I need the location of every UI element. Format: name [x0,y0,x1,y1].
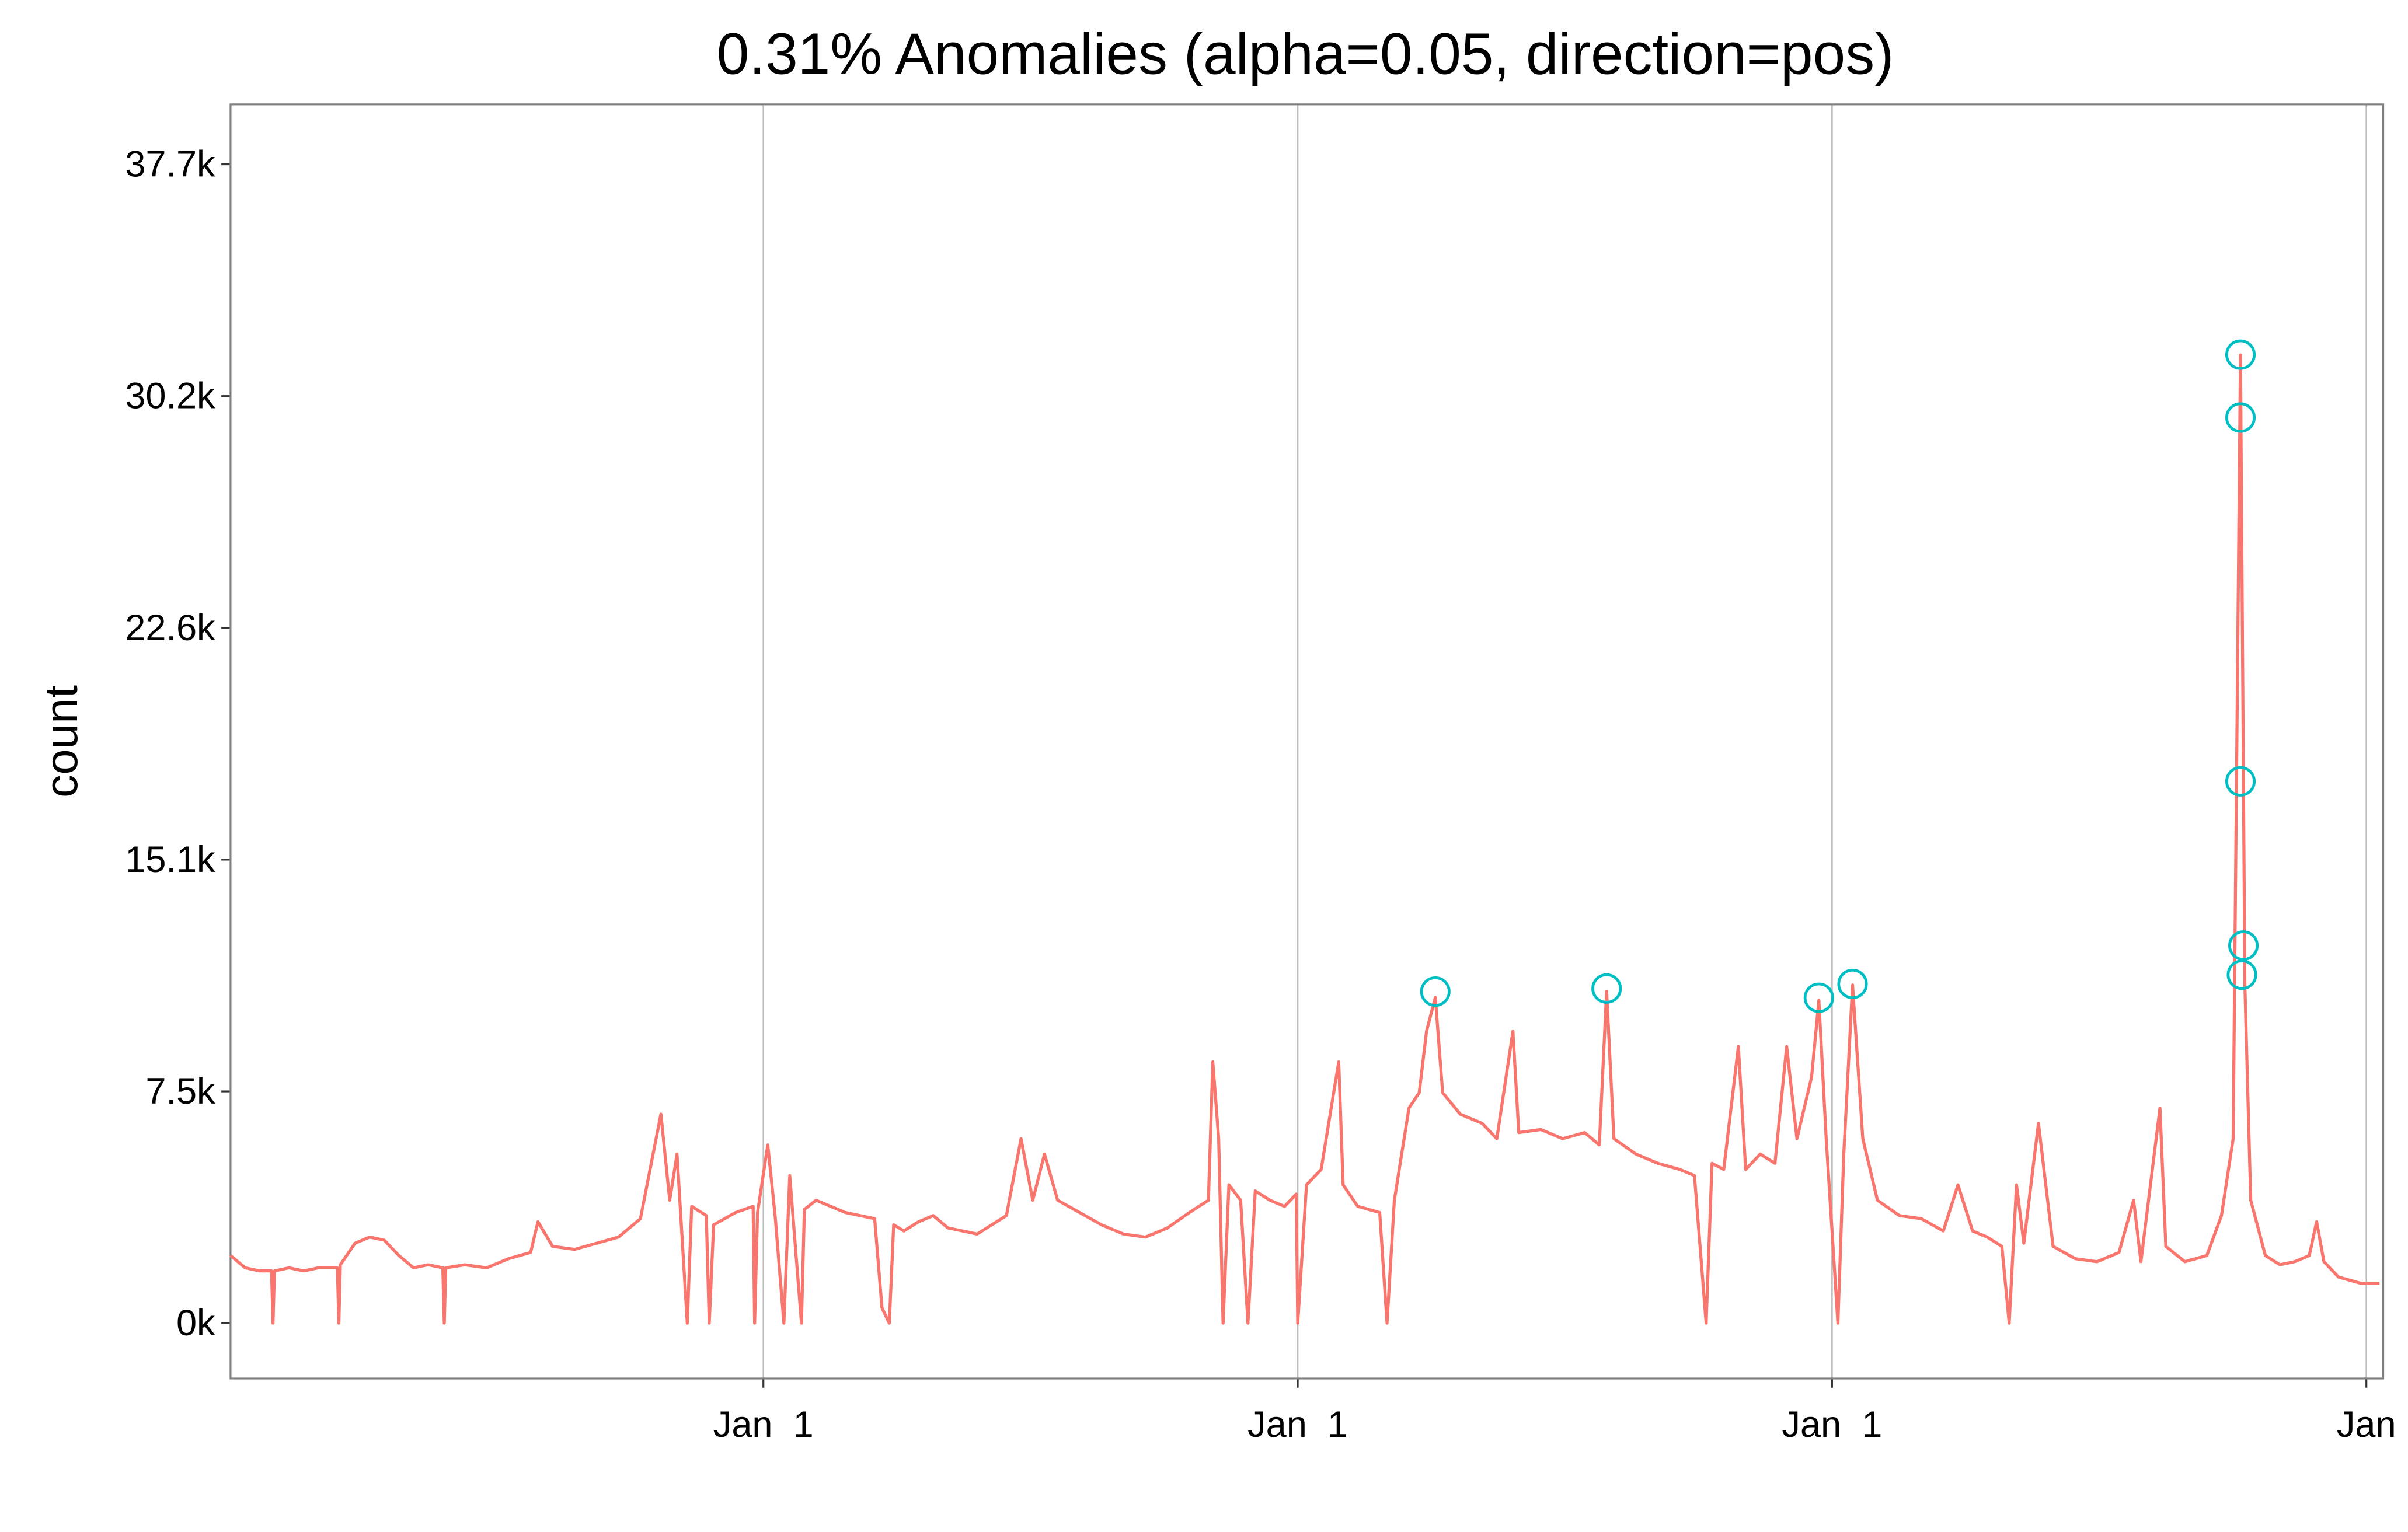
y-tick-label: 22.6k [125,608,215,648]
x-tick-label: Jan 1 [1247,1404,1348,1445]
anomaly-point [1591,973,1622,1004]
x-tick-label: Jan 1 [1782,1404,1882,1445]
chart-title: 0.31% Anomalies (alpha=0.05, direction=p… [717,22,1894,86]
y-tick-label: 15.1k [125,839,215,880]
x-tick-label: Jan 1 [713,1404,814,1445]
y-axis-label: count [36,685,87,798]
anomaly-point [2225,766,2256,797]
anomaly-point [1803,982,1834,1013]
x-tick-label: Jan [2337,1404,2396,1445]
anomaly-point [2225,402,2256,433]
anomaly-point [1837,968,1868,1000]
anomaly-point [2226,959,2257,990]
y-tick-label: 0k [176,1303,215,1343]
y-tick-label: 7.5k [145,1071,215,1112]
data-line [229,353,2380,1325]
anomaly-point [2225,339,2256,370]
y-tick-label: 30.2k [125,376,215,417]
plot-border [229,103,2385,1380]
anomaly-point [2228,930,2259,961]
anomaly-point [1420,976,1451,1007]
y-tick-label: 37.7k [125,144,215,185]
